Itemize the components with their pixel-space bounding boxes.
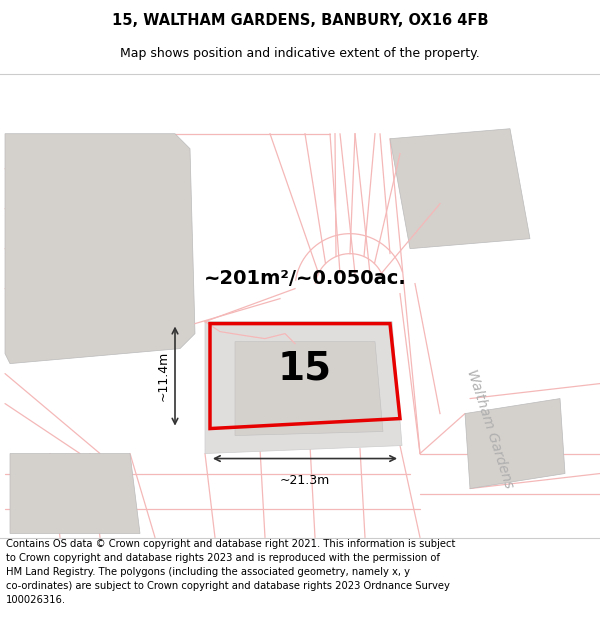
- Text: ~11.4m: ~11.4m: [157, 351, 170, 401]
- Polygon shape: [390, 129, 530, 249]
- Polygon shape: [235, 342, 383, 436]
- Text: Contains OS data © Crown copyright and database right 2021. This information is : Contains OS data © Crown copyright and d…: [6, 539, 455, 605]
- Text: 15, WALTHAM GARDENS, BANBURY, OX16 4FB: 15, WALTHAM GARDENS, BANBURY, OX16 4FB: [112, 13, 488, 28]
- Text: Waltham Gardens: Waltham Gardens: [464, 368, 516, 490]
- Text: Map shows position and indicative extent of the property.: Map shows position and indicative extent…: [120, 47, 480, 59]
- Text: ~21.3m: ~21.3m: [280, 474, 330, 486]
- Polygon shape: [5, 134, 195, 364]
- Text: ~201m²/~0.050ac.: ~201m²/~0.050ac.: [203, 269, 406, 288]
- Polygon shape: [465, 399, 565, 489]
- Text: 15: 15: [278, 349, 332, 388]
- Polygon shape: [10, 454, 140, 534]
- Polygon shape: [205, 322, 402, 454]
